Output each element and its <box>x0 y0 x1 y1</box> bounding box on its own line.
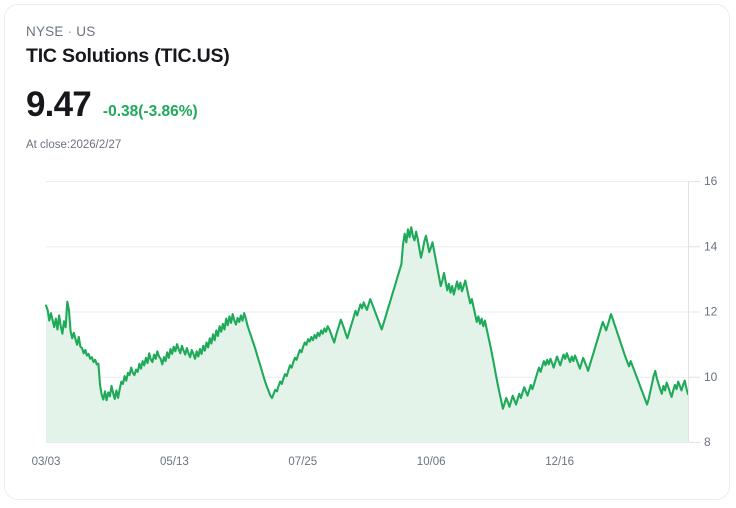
x-axis-ticks: 03/03 05/13 07/25 10/06 12/16 <box>32 456 574 468</box>
stock-quote-card: NYSE · US TIC Solutions (TIC.US) 9.47 -0.3… <box>4 4 730 500</box>
price-chart-svg: 16 14 12 10 8 03/03 05/13 07/25 10/06 12/16 <box>32 174 718 468</box>
page-title: TIC Solutions (TIC.US) <box>26 45 230 67</box>
y-axis-tick-label: 10 <box>704 370 718 384</box>
x-axis-tick-label: 05/13 <box>160 456 189 468</box>
price-change: -0.38(-3.86%) <box>102 103 198 120</box>
region-label: US <box>76 24 96 39</box>
quote-row: 9.47 -0.38(-3.86%) <box>26 85 626 125</box>
y-axis-tick-label: 14 <box>704 239 718 253</box>
x-axis-tick-label: 12/16 <box>545 456 574 468</box>
quote-header: NYSE · US TIC Solutions (TIC.US) 9.47 -0.3… <box>26 23 626 153</box>
price-chart[interactable]: 16 14 12 10 8 03/03 05/13 07/25 10/06 12/16 <box>5 165 729 485</box>
exchange-separator: · <box>67 24 73 39</box>
x-axis-tick-label: 07/25 <box>288 456 317 468</box>
market-status-note: At close:2026/2/27 <box>26 139 122 151</box>
y-axis-tick-label: 12 <box>704 305 718 319</box>
exchange-label: NYSE <box>26 24 64 39</box>
y-axis-tick-label: 16 <box>704 174 718 188</box>
price-area-fill <box>46 227 688 442</box>
exchange-region-row: NYSE · US <box>26 23 626 41</box>
price-line <box>44 226 690 410</box>
x-axis-tick-label: 10/06 <box>417 456 446 468</box>
y-axis-tick-label: 8 <box>704 435 711 449</box>
current-price: 9.47 <box>26 85 92 124</box>
y-axis-ticks: 16 14 12 10 8 <box>688 174 718 449</box>
x-axis-tick-label: 03/03 <box>32 456 61 468</box>
